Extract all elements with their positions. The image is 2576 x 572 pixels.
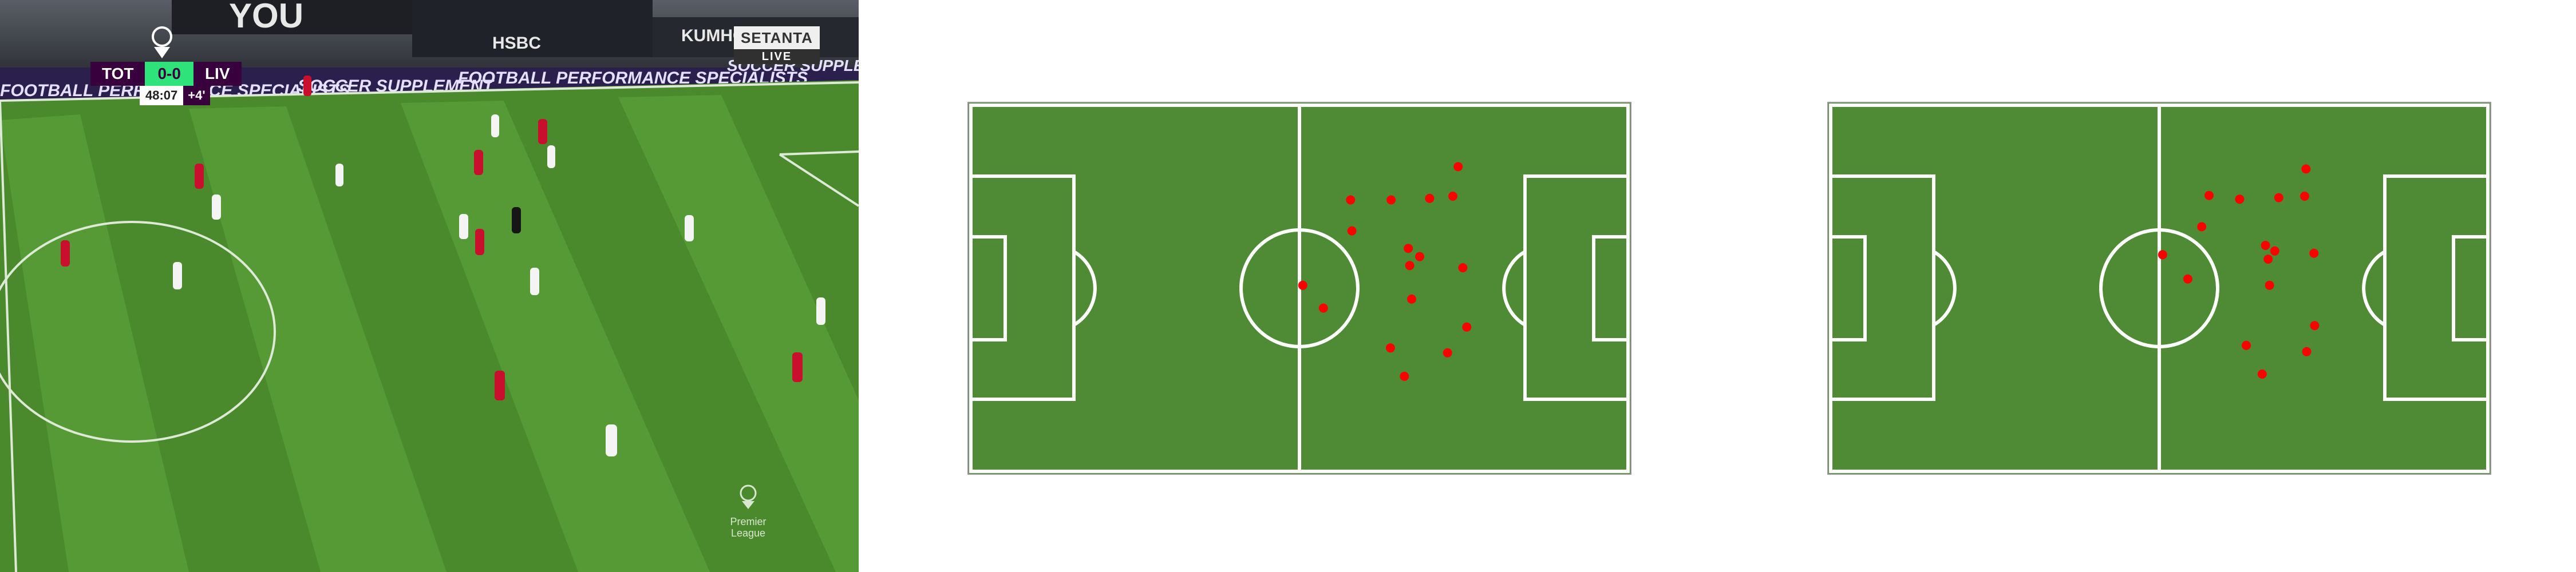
player-marker: [2204, 190, 2214, 200]
stand-board-text: HSBC: [492, 34, 541, 53]
player-marker: [1385, 343, 1395, 353]
home-team: TOT: [90, 62, 145, 86]
referee: [512, 207, 521, 233]
player-marker: [2235, 194, 2245, 204]
player-marker: [1298, 280, 1307, 290]
live-badge: LIVE: [734, 49, 820, 64]
goal-area-right: [1592, 235, 1630, 341]
player-marker: [2257, 370, 2267, 379]
tactical-pitch-1: [967, 102, 1631, 475]
player-marker: [1458, 263, 1468, 273]
player-marker: [1400, 371, 1409, 381]
player-marker: [1453, 162, 1463, 172]
player-markers: [2158, 164, 2320, 379]
player-marker: [1462, 322, 1472, 332]
player-marker: [1407, 294, 1416, 304]
player-marker: [2158, 250, 2167, 260]
player-marker: [1443, 348, 1452, 357]
pitch-surface: [1827, 102, 2491, 475]
player-marker: [2300, 192, 2309, 201]
goal-area-right: [2452, 235, 2490, 341]
away-team: LIV: [193, 62, 242, 86]
player-marker: [1346, 195, 1356, 205]
tactical-pitch-2: [1827, 102, 2491, 475]
goal-area-left: [969, 235, 1007, 341]
clock-time: 48:07: [140, 86, 184, 105]
penalty-arc-left: [1073, 250, 1097, 327]
player-marker: [1318, 303, 1328, 313]
player-marker: [1425, 193, 1435, 203]
centre-circle: [1239, 228, 1360, 348]
player-marker: [2263, 255, 2273, 264]
added-time: +4': [183, 86, 210, 105]
watermark-line: League: [730, 527, 766, 539]
player-marker: [2242, 340, 2251, 350]
penalty-arc-right: [2362, 250, 2386, 327]
player-marker: [1386, 195, 1396, 205]
player-marker: [2309, 248, 2319, 258]
premier-league-lion-icon: [740, 484, 757, 509]
player-marker: [2183, 274, 2192, 284]
player-markers: [1298, 162, 1472, 381]
player-marker: [2310, 321, 2320, 331]
centre-circle: [2099, 228, 2219, 348]
stand-board: [172, 0, 412, 34]
watermark-line: Premier: [730, 516, 767, 527]
players-white: [173, 114, 825, 456]
score: 0-0: [145, 62, 193, 86]
grass-stripes: [0, 95, 859, 572]
player-marker: [1405, 261, 1415, 271]
premier-league-lion-icon: [146, 23, 178, 61]
player-marker: [2261, 241, 2270, 250]
player-marker: [1347, 226, 1357, 236]
player-marker: [2270, 246, 2279, 256]
match-clock: 48:07 +4': [140, 86, 210, 105]
stand-board-text: YOU: [229, 0, 303, 35]
premier-league-watermark: Premier League: [722, 482, 774, 550]
penalty-arc-left: [1933, 250, 1957, 327]
penalty-arc-right: [1502, 250, 1526, 327]
goal-area-left: [1829, 235, 1867, 341]
player-marker: [1415, 252, 1424, 261]
scoreboard: TOT 0-0 LIV: [90, 62, 242, 86]
player-marker: [2302, 347, 2312, 356]
broadcast-scene: YOU HSBC KUMHO FOOTBALL PERFORMANCE SPEC…: [0, 0, 859, 572]
stand-board: [412, 0, 653, 57]
player-marker: [2265, 280, 2274, 290]
player-marker: [2274, 193, 2283, 202]
player-marker: [1404, 244, 1413, 253]
player-marker: [2197, 222, 2207, 232]
broadcaster-logo: SETANTA: [734, 26, 820, 49]
player-marker: [2301, 164, 2311, 174]
players-red: [61, 76, 803, 400]
broadcast-frame: YOU HSBC KUMHO FOOTBALL PERFORMANCE SPEC…: [0, 0, 859, 572]
player-marker: [1448, 192, 1457, 201]
